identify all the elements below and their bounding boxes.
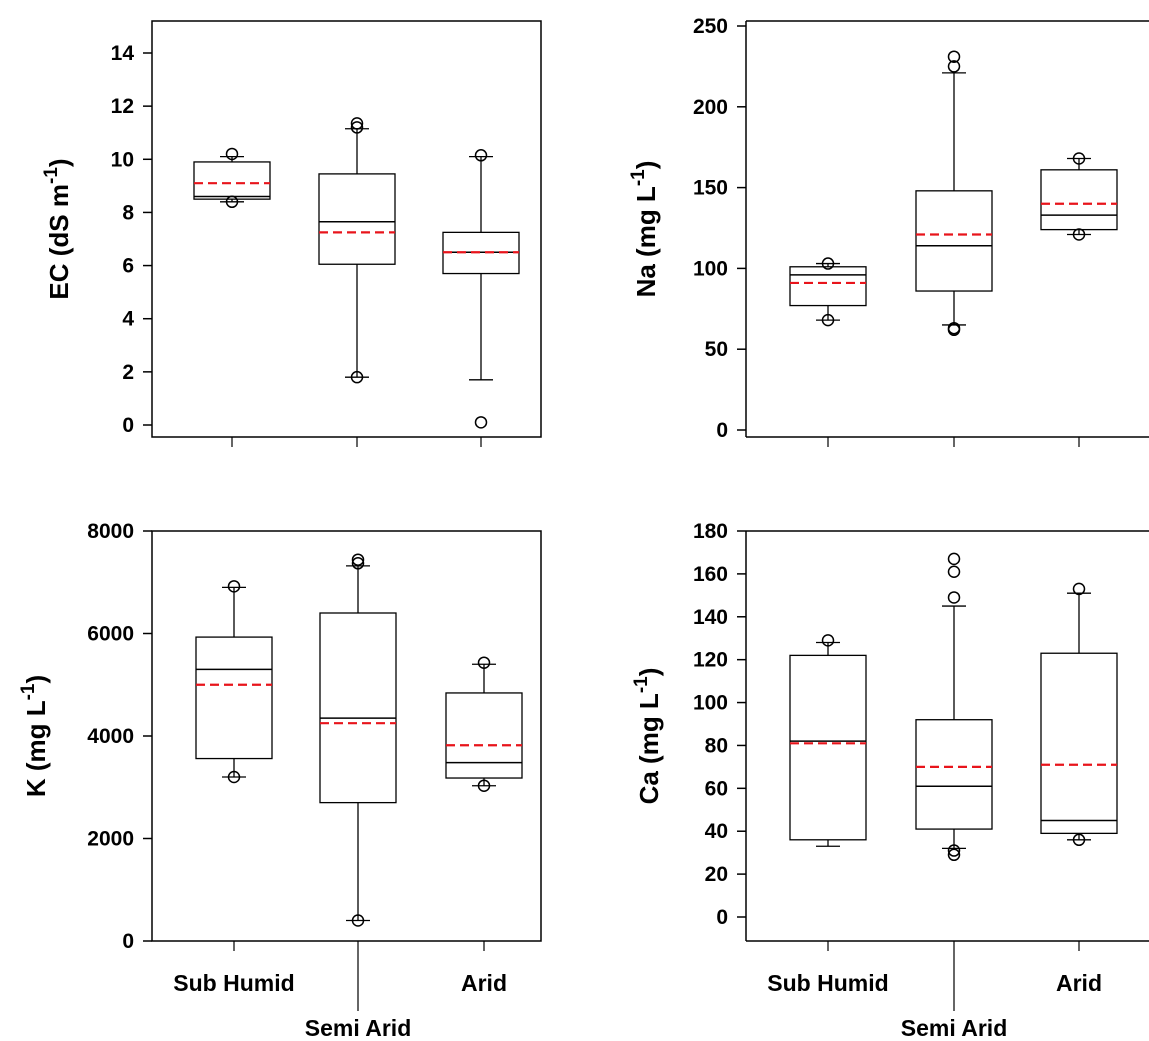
outlier-point <box>350 117 364 130</box>
iqr-box <box>445 692 523 779</box>
outlier-point <box>1072 833 1086 847</box>
y-tick-label: 14 <box>111 42 135 65</box>
iqr-box <box>915 719 993 830</box>
y-tick-label: 50 <box>705 338 728 361</box>
outlier-point <box>350 121 364 134</box>
box-semi-arid <box>915 50 993 337</box>
outlier-point <box>227 580 241 593</box>
outlier-point <box>947 323 961 337</box>
y-tick-label: 0 <box>716 419 728 442</box>
y-tick-label: 180 <box>693 520 728 543</box>
y-axis-title: K (mg L-1) <box>18 675 51 797</box>
box-arid <box>1040 152 1118 241</box>
outlier-point <box>821 257 835 270</box>
iqr-box <box>1040 169 1118 231</box>
y-tick-label: 150 <box>693 177 728 200</box>
box-semi-arid <box>915 552 993 862</box>
y-tick-label: 80 <box>705 734 728 757</box>
iqr-box <box>789 654 867 841</box>
y-tick-label: 20 <box>705 863 728 886</box>
plot-frame <box>151 20 542 438</box>
outlier-point <box>477 779 491 792</box>
box-sub-humid <box>789 634 867 847</box>
outlier-point <box>1072 152 1086 165</box>
outlier-point <box>1072 228 1086 241</box>
outlier-point <box>227 770 241 784</box>
x-category-label: Semi Arid <box>305 1015 412 1041</box>
y-tick-label: 120 <box>693 649 728 672</box>
outlier-point <box>225 147 239 161</box>
y-tick-label: 0 <box>122 930 134 953</box>
y-tick-label: 160 <box>693 563 728 586</box>
y-axis-title: Na (mg L-1) <box>628 161 661 298</box>
y-tick-label: 100 <box>693 257 728 280</box>
outlier-point <box>821 313 835 327</box>
x-category-label: Sub Humid <box>767 970 888 996</box>
outlier-point <box>351 914 365 927</box>
y-tick-label: 4000 <box>87 725 134 748</box>
panel-ec: 0 2 4 6 8 10 12 14 EC (dS m-1) <box>41 20 542 447</box>
box-sub-humid <box>193 147 271 209</box>
outlier-point <box>351 557 365 570</box>
box-sub-humid <box>789 257 867 327</box>
x-category-label: Arid <box>1056 970 1102 996</box>
iqr-box <box>1040 652 1118 835</box>
outlier-point <box>474 416 488 429</box>
y-tick-label: 10 <box>111 148 134 171</box>
outlier-point <box>351 553 365 566</box>
outlier-point <box>947 844 961 857</box>
y-tick-label: 8000 <box>87 520 134 543</box>
y-tick-label: 140 <box>693 606 728 629</box>
outlier-point <box>947 591 961 604</box>
y-tick-label: 0 <box>122 414 134 437</box>
y-tick-label: 200 <box>693 96 728 119</box>
y-tick-label: 12 <box>111 95 134 118</box>
box-arid <box>445 656 523 792</box>
panel-na: 0 50 100 150 200 250 Na (mg L-1) <box>628 15 1149 447</box>
y-axis-title: EC (dS m-1) <box>41 158 74 299</box>
y-tick-label: 4 <box>122 308 134 331</box>
y-tick-label: 6 <box>122 255 134 278</box>
outlier-point <box>474 149 488 162</box>
outlier-point <box>947 60 961 73</box>
box-semi-arid <box>319 553 397 927</box>
panel-k: 0 2000 4000 6000 8000 Sub Humid Semi Arid Arid K… <box>18 520 542 1041</box>
iqr-box <box>318 173 396 265</box>
y-tick-label: 60 <box>705 777 728 800</box>
iqr-box <box>319 612 397 804</box>
y-tick-label: 2000 <box>87 828 134 851</box>
x-category-label: Sub Humid <box>173 970 294 996</box>
outlier-point <box>477 656 491 669</box>
y-tick-label: 0 <box>716 906 728 929</box>
y-tick-label: 100 <box>693 692 728 715</box>
y-tick-label: 2 <box>122 361 134 384</box>
outlier-point <box>947 552 961 566</box>
y-tick-label: 250 <box>693 15 728 38</box>
y-tick-label: 6000 <box>87 623 134 646</box>
y-tick-label: 8 <box>122 201 134 224</box>
iqr-box <box>789 266 867 307</box>
y-axis-title: Ca (mg L-1) <box>631 668 664 805</box>
outlier-point <box>225 195 239 209</box>
box-arid <box>1040 582 1118 847</box>
outlier-point <box>947 565 961 578</box>
panel-ca: 0 20 40 60 80 100 120 140 160 180 Sub Humid Semi Ar… <box>631 520 1149 1041</box>
outlier-point <box>947 50 961 63</box>
outlier-point <box>1072 582 1086 596</box>
outlier-point <box>947 848 961 862</box>
iqr-box <box>915 190 993 292</box>
x-category-label: Arid <box>461 970 507 996</box>
box-arid <box>442 149 520 429</box>
iqr-box <box>195 636 273 760</box>
iqr-box <box>193 161 271 200</box>
y-tick-label: 40 <box>705 820 728 843</box>
box-semi-arid <box>318 117 396 384</box>
outlier-point <box>350 370 364 384</box>
x-category-label: Semi Arid <box>901 1015 1008 1041</box>
box-sub-humid <box>195 580 273 784</box>
outlier-point <box>821 634 835 647</box>
